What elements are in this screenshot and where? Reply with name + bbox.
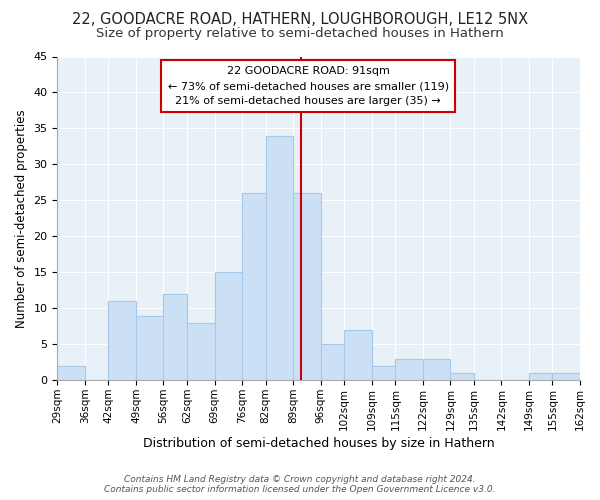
Text: 22, GOODACRE ROAD, HATHERN, LOUGHBOROUGH, LE12 5NX: 22, GOODACRE ROAD, HATHERN, LOUGHBOROUGH… [72,12,528,28]
Bar [163,294,187,380]
Bar [529,373,553,380]
Bar [553,373,580,380]
Bar [215,272,242,380]
Bar [187,322,215,380]
Text: 22 GOODACRE ROAD: 91sqm
← 73% of semi-detached houses are smaller (119)
21% of s: 22 GOODACRE ROAD: 91sqm ← 73% of semi-de… [167,66,449,106]
X-axis label: Distribution of semi-detached houses by size in Hathern: Distribution of semi-detached houses by … [143,437,494,450]
Bar [372,366,395,380]
Bar [344,330,372,380]
Bar [242,193,266,380]
Bar [136,316,163,380]
Bar [266,136,293,380]
Bar [293,193,320,380]
Bar [320,344,344,380]
Bar [423,358,451,380]
Text: Contains HM Land Registry data © Crown copyright and database right 2024.
Contai: Contains HM Land Registry data © Crown c… [104,474,496,494]
Bar [58,366,85,380]
Bar [109,301,136,380]
Text: Size of property relative to semi-detached houses in Hathern: Size of property relative to semi-detach… [96,28,504,40]
Bar [451,373,474,380]
Bar [395,358,423,380]
Y-axis label: Number of semi-detached properties: Number of semi-detached properties [15,109,28,328]
